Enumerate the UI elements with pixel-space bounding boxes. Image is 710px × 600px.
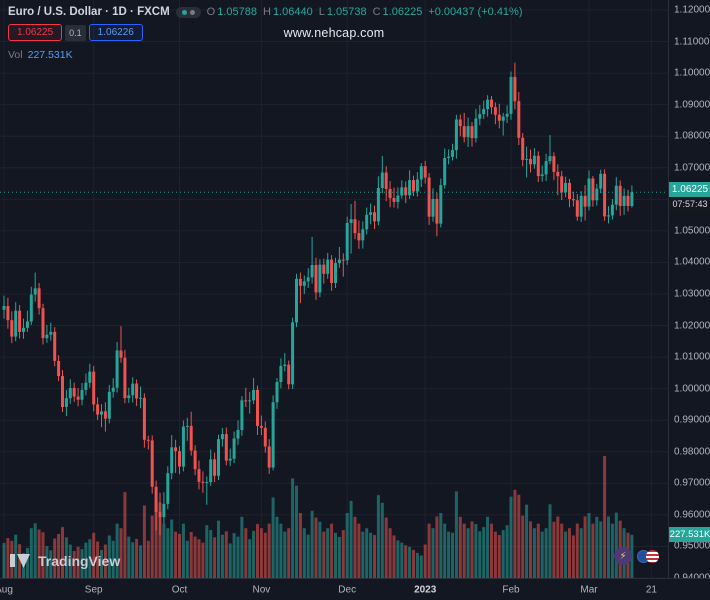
price-tick-label: 1.07000 [674, 162, 710, 174]
market-status-indicator[interactable] [175, 6, 201, 18]
price-tick-label: 0.99000 [674, 414, 710, 426]
chart-legend: Euro / U.S. Dollar · 1D · FXCM O 1.05788… [8, 6, 523, 61]
time-tick-label: Nov [252, 584, 271, 596]
low-label: L [318, 6, 325, 18]
price-tick-label: 0.96000 [674, 509, 710, 521]
buy-button[interactable]: 1.06226 [88, 24, 143, 41]
status-dot-icon [189, 9, 195, 15]
price-tick-label: 1.02000 [674, 320, 710, 332]
flags-emoji-button[interactable] [637, 547, 661, 565]
volume-value: 227.531K [27, 49, 73, 61]
close-label: C [372, 6, 381, 18]
price-tick-label: 1.11000 [674, 36, 710, 48]
price-tick-label: 0.97000 [674, 477, 710, 489]
time-tick-label: Dec [338, 584, 357, 596]
open-label: O [206, 6, 216, 18]
time-tick-label: 2023 [414, 584, 437, 596]
volume-axis-label: 227.531K [669, 526, 710, 542]
status-dot-icon [181, 9, 187, 15]
price-tick-label: 1.08000 [674, 130, 710, 142]
candlesticks [2, 62, 634, 536]
price-tick-label: 1.12000 [674, 4, 710, 16]
watermark: www.nehcap.com [283, 26, 385, 40]
tradingview-logo[interactable]: TradingView [10, 551, 120, 570]
high-label: H [262, 6, 271, 18]
spread-value: 0.1 [65, 24, 86, 41]
last-price-value: 1.06225 [669, 182, 710, 198]
price-tick-label: 1.09000 [674, 99, 710, 111]
price-tick-label: 1.03000 [674, 288, 710, 300]
price-tick-label: 1.01000 [674, 351, 710, 363]
price-tick-label: 1.00000 [674, 383, 710, 395]
time-tick-label: Oct [171, 584, 188, 596]
tradingview-logo-icon [10, 554, 30, 568]
last-price-label: 1.06225 07:57:43 [669, 182, 710, 212]
sell-button[interactable]: 1.06225 [8, 24, 63, 41]
us-flag-icon [646, 549, 659, 563]
bar-countdown: 07:57:43 [669, 197, 710, 212]
price-tick-label: 1.10000 [674, 67, 710, 79]
volume-label: Vol [8, 49, 23, 61]
change-value: +0.00437 (+0.41%) [428, 6, 523, 18]
time-axis[interactable]: Aug Sep Oct Nov Dec 2023 Feb Mar 21 [0, 578, 710, 600]
price-axis[interactable]: 1.06225 07:57:43 227.531K 1.12000 1.11000… [668, 0, 710, 584]
time-tick-label: Mar [580, 584, 598, 596]
price-tick-label: 0.95000 [674, 540, 710, 552]
time-tick-label: Aug [0, 584, 13, 596]
low-value: 1.05738 [326, 6, 367, 18]
time-tick-label: Feb [502, 584, 520, 596]
price-tick-label: 0.98000 [674, 446, 710, 458]
symbol-title[interactable]: Euro / U.S. Dollar · 1D · FXCM [8, 6, 170, 18]
time-tick-label: 21 [645, 584, 657, 596]
volume-bars [2, 456, 634, 578]
close-value: 1.06225 [382, 6, 423, 18]
price-tick-label: 1.04000 [674, 256, 710, 268]
ohlc-values: O 1.05788 H 1.06440 L 1.05738 C 1.06225 … [207, 6, 523, 18]
reaction-buttons: ⚡ [614, 547, 661, 565]
tradingview-logo-text: TradingView [38, 552, 121, 569]
zap-emoji-button[interactable]: ⚡ [614, 547, 632, 565]
grid-layer [0, 0, 668, 579]
time-tick-label: Sep [84, 584, 103, 596]
high-value: 1.06440 [272, 6, 313, 18]
price-tick-label: 1.05000 [674, 225, 710, 237]
open-value: 1.05788 [217, 6, 257, 18]
